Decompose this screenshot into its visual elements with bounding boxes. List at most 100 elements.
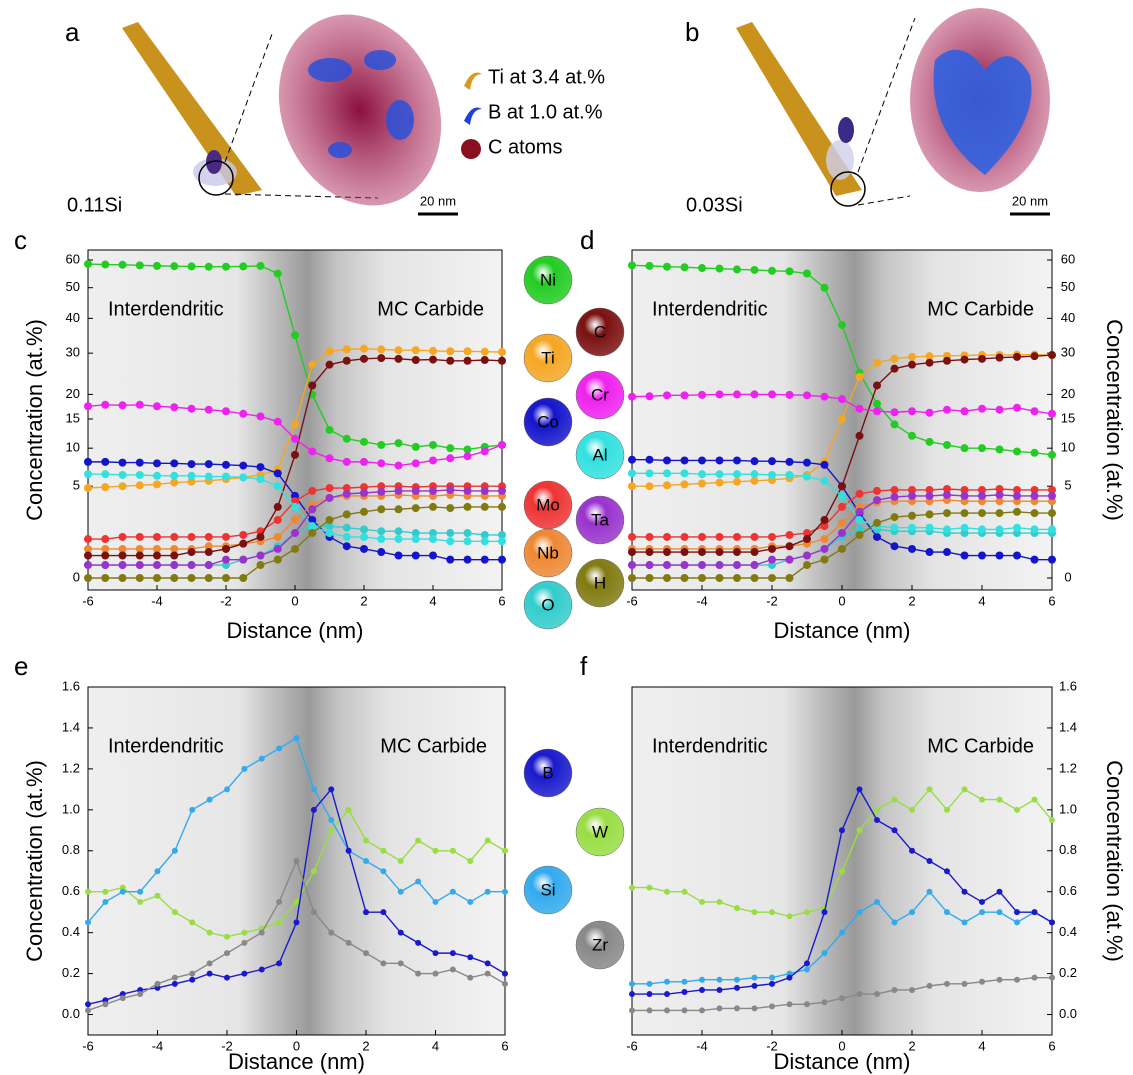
data-point [85,1001,91,1008]
panel-label: d [580,225,594,255]
data-point [750,548,759,557]
data-point [699,1007,705,1014]
y-tick-label: 20 [66,386,80,401]
data-point [429,355,437,364]
data-point [239,530,248,539]
data-point [1048,485,1056,494]
data-point [363,950,369,957]
data-point [204,405,213,414]
data-point [377,354,386,363]
legend-ball [575,807,625,857]
data-point [785,555,794,564]
data-point [926,888,933,895]
data-point [874,991,880,998]
x-tick-label: -4 [152,1038,164,1053]
data-point [645,455,654,464]
data-point [820,515,829,524]
data-point [733,477,741,486]
data-point [698,390,706,399]
data-point [446,537,455,546]
data-point [118,551,127,560]
data-point [429,535,437,544]
data-point [415,939,422,946]
data-point [432,970,439,977]
data-point [325,529,334,538]
data-point [463,356,472,365]
x-tick-label: 4 [978,593,985,608]
data-point [446,444,455,453]
data-point [804,909,810,916]
data-point [890,492,899,501]
data-point [716,898,723,905]
data-point [118,561,127,570]
data-point [224,786,230,793]
data-point [680,574,689,582]
data-point [890,364,899,373]
data-point [363,858,369,864]
data-point [380,847,387,854]
data-point [838,502,846,511]
data-point [663,481,671,490]
y-tick-label: 1.2 [62,760,80,775]
data-point [397,960,404,967]
y-tick-label: 40 [1061,310,1075,325]
data-point [239,409,248,418]
data-point [785,470,794,479]
data-point [838,491,846,500]
data-point [960,509,969,518]
data-point [328,827,335,834]
y-tick-label: 15 [66,410,80,425]
data-point [153,459,161,468]
data-point [890,485,899,494]
data-point [960,355,969,364]
data-point [429,486,437,495]
data-point [484,888,491,895]
data-point [171,847,178,854]
panel-label: c [14,225,27,255]
data-point [873,407,881,416]
data-point [803,391,811,400]
data-point [342,356,351,365]
legend-ball [575,307,625,357]
data-point [345,806,352,813]
data-point [84,402,92,411]
data-point [733,561,741,570]
y-tick-label: 0.0 [62,1006,80,1021]
data-point [944,980,950,987]
boron [328,142,352,158]
data-point [273,269,282,278]
data-point [873,399,881,408]
data-point [646,1007,653,1014]
data-point [961,919,968,926]
x-tick-label: 6 [1048,1038,1055,1053]
data-point [699,986,705,993]
data-point [628,574,636,582]
data-point [328,929,335,936]
data-point [925,437,934,446]
data-point [645,548,654,557]
data-point [118,470,127,479]
x-tick-label: 0 [291,593,298,608]
data-point [480,355,489,364]
data-point [856,827,863,834]
data-point [769,1003,775,1010]
data-point [680,548,689,557]
data-point [380,909,387,916]
data-point [629,884,635,891]
data-point [855,507,864,516]
data-point [820,392,829,401]
data-point [820,522,829,531]
data-point [241,765,248,772]
data-point [750,574,759,582]
data-point [342,457,351,466]
data-point [925,485,934,494]
y-tick-label: 0.2 [62,965,80,980]
data-point [961,888,968,895]
b-icon [464,107,482,125]
data-point [925,510,934,519]
data-point [785,267,794,276]
composition: 0.03Si [686,194,743,216]
data-point [733,390,741,399]
data-point [715,470,724,479]
data-point [153,561,161,570]
